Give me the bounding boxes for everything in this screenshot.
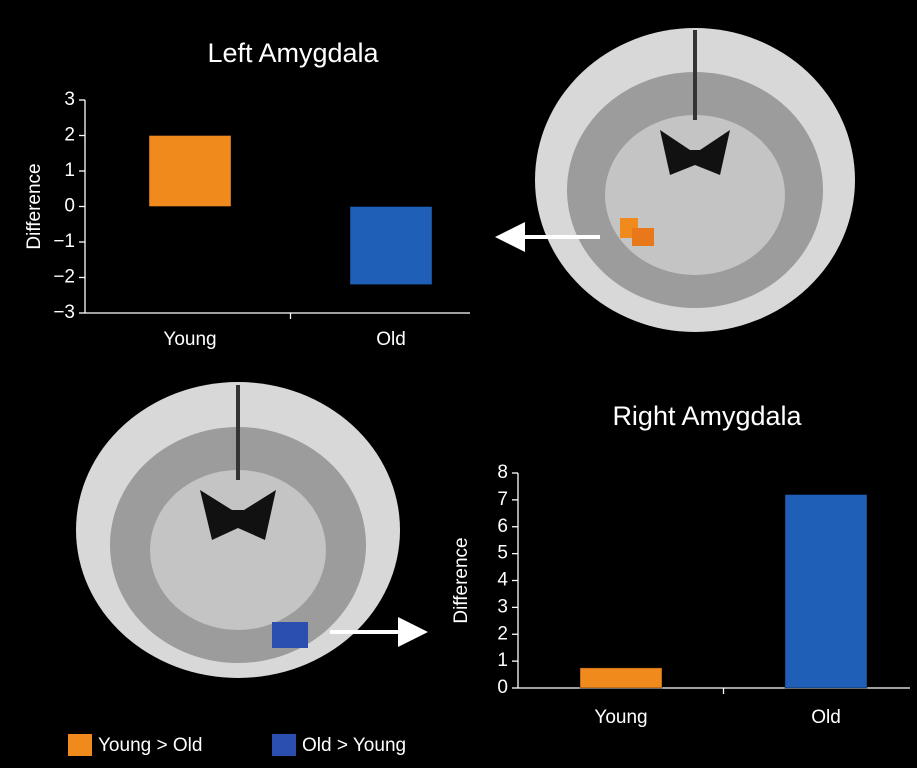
- y-tick-label: 3: [497, 596, 508, 617]
- chart-title: Left Amygdala: [207, 38, 379, 68]
- y-axis-label: Difference: [451, 537, 472, 623]
- y-tick-label: 1: [64, 160, 75, 181]
- y-tick-label: 8: [497, 462, 508, 483]
- chart-title: Right Amygdala: [612, 401, 802, 431]
- bar: [580, 668, 662, 688]
- y-tick-label: −3: [53, 302, 75, 323]
- y-tick-label: 1: [497, 650, 508, 671]
- y-tick-label: 4: [497, 570, 508, 591]
- legend-label: Young > Old: [98, 735, 202, 756]
- bar: [785, 495, 867, 689]
- legend-label: Old > Young: [302, 735, 406, 756]
- y-tick-label: 0: [64, 196, 75, 217]
- y-tick-label: −2: [53, 267, 75, 288]
- legend-swatch: [272, 734, 296, 756]
- y-tick-label: 6: [497, 516, 508, 537]
- y-tick-label: 2: [64, 125, 75, 146]
- y-tick-label: 7: [497, 489, 508, 510]
- figure: Left Amygdala Difference −3 −2 −1 0 1 2 3 Young Ol…: [0, 0, 917, 768]
- page: Left Amygdala Difference −3 −2 −1 0 1 2 3 Young Ol…: [0, 0, 917, 768]
- y-tick-label: 0: [497, 677, 508, 698]
- x-tick-label: Young: [594, 707, 647, 728]
- legend-swatch: [68, 734, 92, 756]
- y-tick-label: 5: [497, 543, 508, 564]
- x-tick-label: Old: [376, 329, 406, 350]
- bar: [350, 207, 432, 285]
- bar: [149, 136, 231, 207]
- y-tick-label: 3: [64, 89, 75, 110]
- y-tick-label: −1: [53, 231, 75, 252]
- x-tick-label: Old: [811, 707, 841, 728]
- y-axis-label: Difference: [24, 163, 45, 249]
- x-tick-label: Young: [163, 329, 216, 350]
- y-tick-label: 2: [497, 623, 508, 644]
